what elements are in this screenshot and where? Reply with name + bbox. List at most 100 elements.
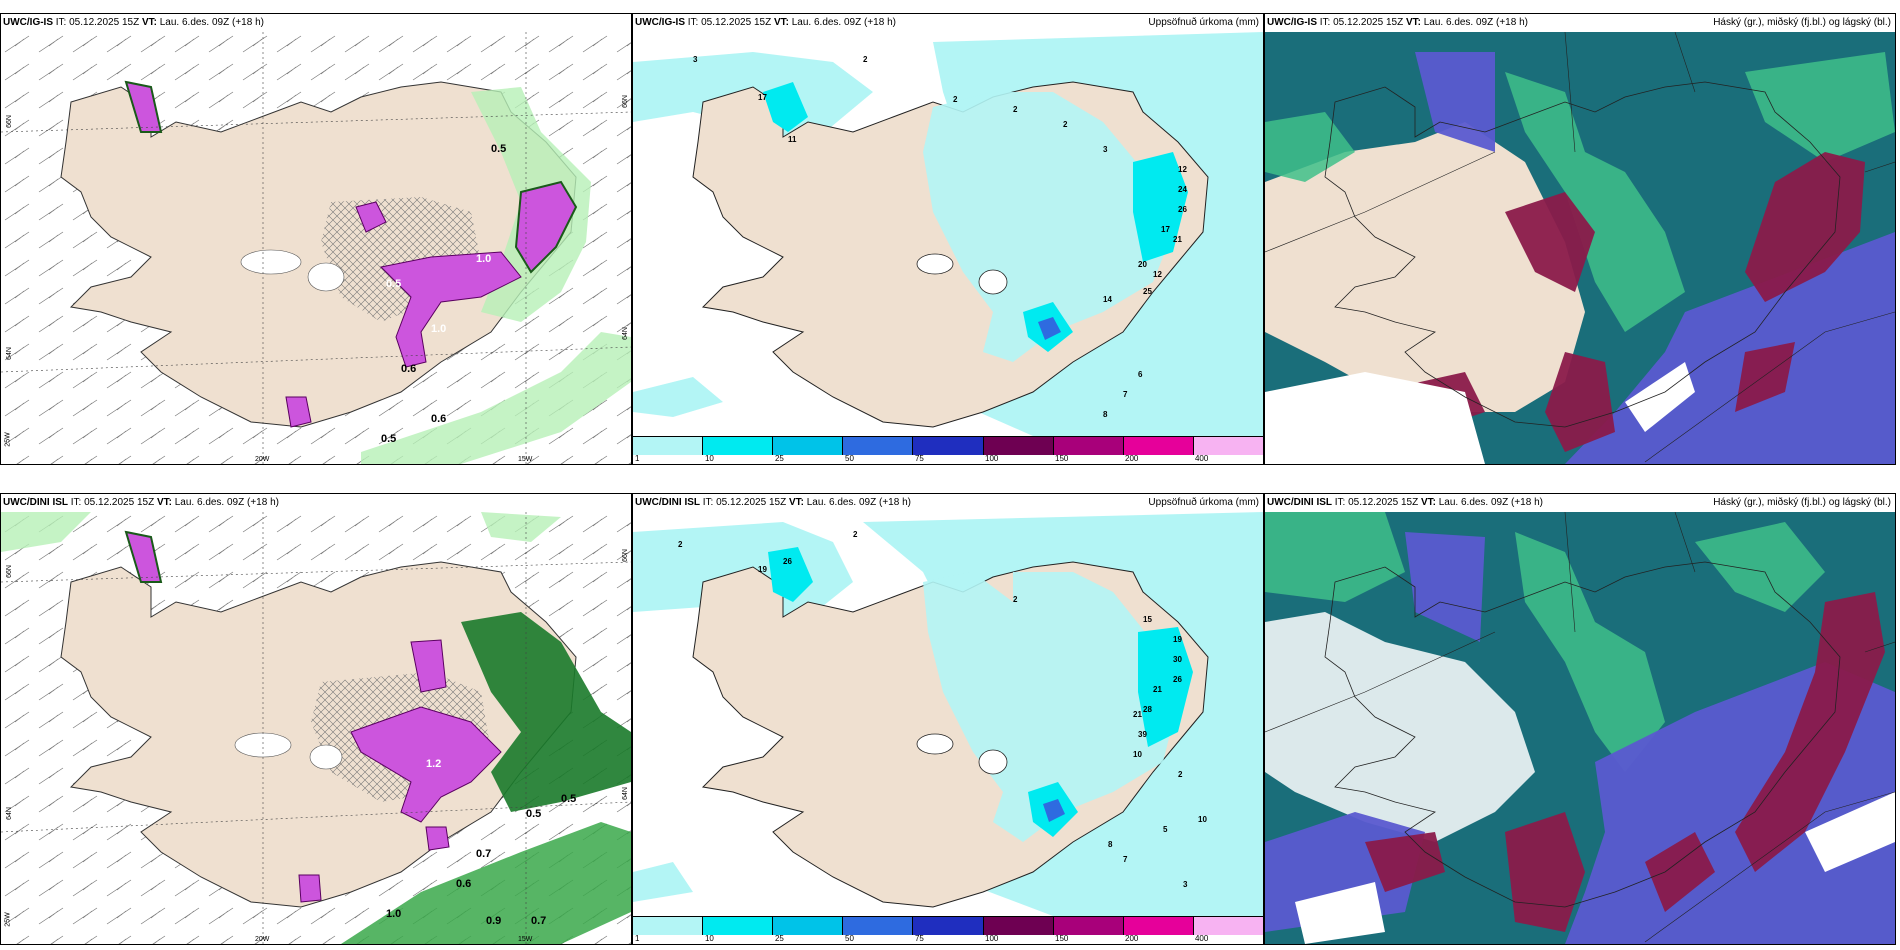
clear-white-sea [1295,792,1895,944]
colorbar-swatch [913,437,984,455]
init-time: IT: 05.12.2025 15Z [1332,497,1421,508]
iceland-land [60,81,577,428]
precip-label: 26 [783,557,792,566]
snow-label: 1.2 [426,758,441,770]
snow-magenta-5 [124,80,163,133]
init-time: IT: 05.12.2025 15Z [53,17,142,28]
region-boundaries [1265,32,1895,463]
snow-magenta-4 [285,396,312,428]
colorbar-swatch [1123,437,1194,455]
precip-label: 25 [1143,287,1152,296]
glacier-langjokull [240,249,302,275]
cloud-maroon [1365,592,1885,932]
precip-map[interactable]: 3 2 2 11 17 2 2 3 12 24 26 17 21 20 25 1… [633,32,1263,436]
colorbar-tick-label: 1 [635,934,640,943]
panel-title: Háský (gr.), miðský (fj.bl.) og lágský (… [1713,497,1891,508]
colorbar-tick-label: 1 [635,454,640,463]
glacier-langjokull [916,253,954,275]
land-clear [1265,122,1585,412]
precip-label: 3 [1183,880,1188,889]
precip-area-dark [1043,799,1065,822]
snow-label: 0.9 [486,915,501,927]
precip-label: 10 [1133,750,1142,759]
right-lat-label-66: 66N [621,549,629,562]
precip-label: 10 [1198,815,1207,824]
precip-label: 14 [1103,295,1112,304]
cloud-map[interactable] [1265,512,1895,944]
snow-map-svg: 0.5 0.7 0.6 1.0 0.9 0.7 0.5 1.2 [1,512,631,944]
colorbar-swatch [1053,917,1124,935]
snow-label: 0.7 [531,915,546,927]
precip-label: 3 [1103,145,1108,154]
snow-label: 0.7 [476,848,491,860]
precip-map-svg: 3 2 2 11 17 2 2 3 12 24 26 17 21 20 25 1… [633,32,1263,436]
colorbar-tick-label: 10 [704,934,714,943]
panel-title: Uppsöfnuð úrkoma (mm) [1148,497,1259,508]
lat-label-66: 66N [5,115,13,128]
colorbar-swatch [913,917,984,935]
precip-map[interactable]: 2 2 19 26 2 15 19 30 26 21 28 39 21 10 1… [633,512,1263,916]
colorbar-swatch [983,437,1054,455]
model-label: UWC/IG-IS [3,17,53,28]
precip-map-svg: 2 2 19 26 2 15 19 30 26 21 28 39 21 10 1… [633,512,1263,916]
precip-label: 6 [1138,370,1143,379]
colorbar-swatch [1053,437,1124,455]
precip-label: 2 [1178,770,1183,779]
colorbar-tick-label: 150 [1055,454,1069,463]
panel-header: UWC/IG-IS IT: 05.12.2025 15Z VT: Lau. 6.… [633,14,1263,32]
model-label: UWC/IG-IS [1267,17,1317,28]
snow-magenta-1 [350,706,502,823]
snow-green-south [341,822,631,944]
precip-label: 5 [1163,825,1168,834]
precip-label: 2 [1063,120,1068,129]
snow-dark-green [461,612,631,812]
valid-time: Lau. 6.des. 09Z (+18 h) [156,17,264,28]
colorbar-tick-label: 75 [914,454,924,463]
valid-time: Lau. 6.des. 09Z (+18 h) [788,17,896,28]
precip-label: 2 [863,55,868,64]
precip-label: 21 [1133,710,1142,719]
panel-header: UWC/DINI ISL IT: 05.12.2025 15Z VT: Lau.… [1265,494,1895,512]
snow-magenta-3 [514,180,578,274]
colorbar-tick-label: 200 [1125,934,1139,943]
precip-label: 21 [1173,235,1182,244]
panel-header: UWC/IG-IS IT: 05.12.2025 15Z VT: Lau. 6.… [1,14,631,32]
snow-map[interactable]: 0.6 0.5 1.0 0.5 1.0 0.5 0.6 66N 64N 25W … [1,32,631,464]
snow-map[interactable]: 0.5 0.7 0.6 1.0 0.9 0.7 0.5 1.2 66N 64N … [1,512,631,944]
colorbar-swatch [983,917,1054,935]
lat-label-64: 64N [5,347,13,360]
snow-magenta-2 [355,201,387,233]
right-lat-label-64: 64N [621,787,629,800]
valid-time-label: VT: [141,17,157,28]
precip-label: 15 [1143,615,1152,624]
clear-white-sea [1265,362,1695,464]
panel-top-snow: UWC/IG-IS IT: 05.12.2025 15Z VT: Lau. 6.… [0,13,632,465]
panel-bottom-snow: UWC/DINI ISL IT: 05.12.2025 15Z VT: Lau.… [0,493,632,945]
lon-label-20: 20W [255,936,270,943]
valid-time: Lau. 6.des. 09Z (+18 h) [1435,497,1543,508]
panel-bottom-cloud: UWC/DINI ISL IT: 05.12.2025 15Z VT: Lau.… [1264,493,1896,945]
precip-area-dark [1038,317,1061,340]
snow-label: 0.6 [401,363,416,375]
colorbar-tick-label: 100 [985,934,999,943]
precip-label: 7 [1123,855,1128,864]
snow-label: 1.0 [431,323,446,335]
panel-header: UWC/IG-IS IT: 05.12.2025 15Z VT: Lau. 6.… [1265,14,1895,32]
snow-label: 0.5 [386,278,401,290]
cloud-map-svg [1265,512,1895,944]
snow-magenta-5 [124,530,163,583]
snow-label: 0.6 [456,878,471,890]
lat-label-64: 64N [5,807,13,820]
colorbar-tick-label: 50 [845,454,854,463]
parallel-66 [1,561,631,583]
precip-label: 28 [1143,705,1152,714]
mid-cloud-green [1265,52,1895,332]
init-time: IT: 05.12.2025 15Z [68,497,157,508]
cloud-map[interactable] [1265,32,1895,464]
precip-label: 19 [1173,635,1182,644]
lat-label-66: 66N [5,565,13,578]
precip-label: 3 [693,55,698,64]
snow-magenta-2 [410,639,447,693]
precip-label: 26 [1178,205,1187,214]
glacier-hofsjokull [309,744,343,770]
